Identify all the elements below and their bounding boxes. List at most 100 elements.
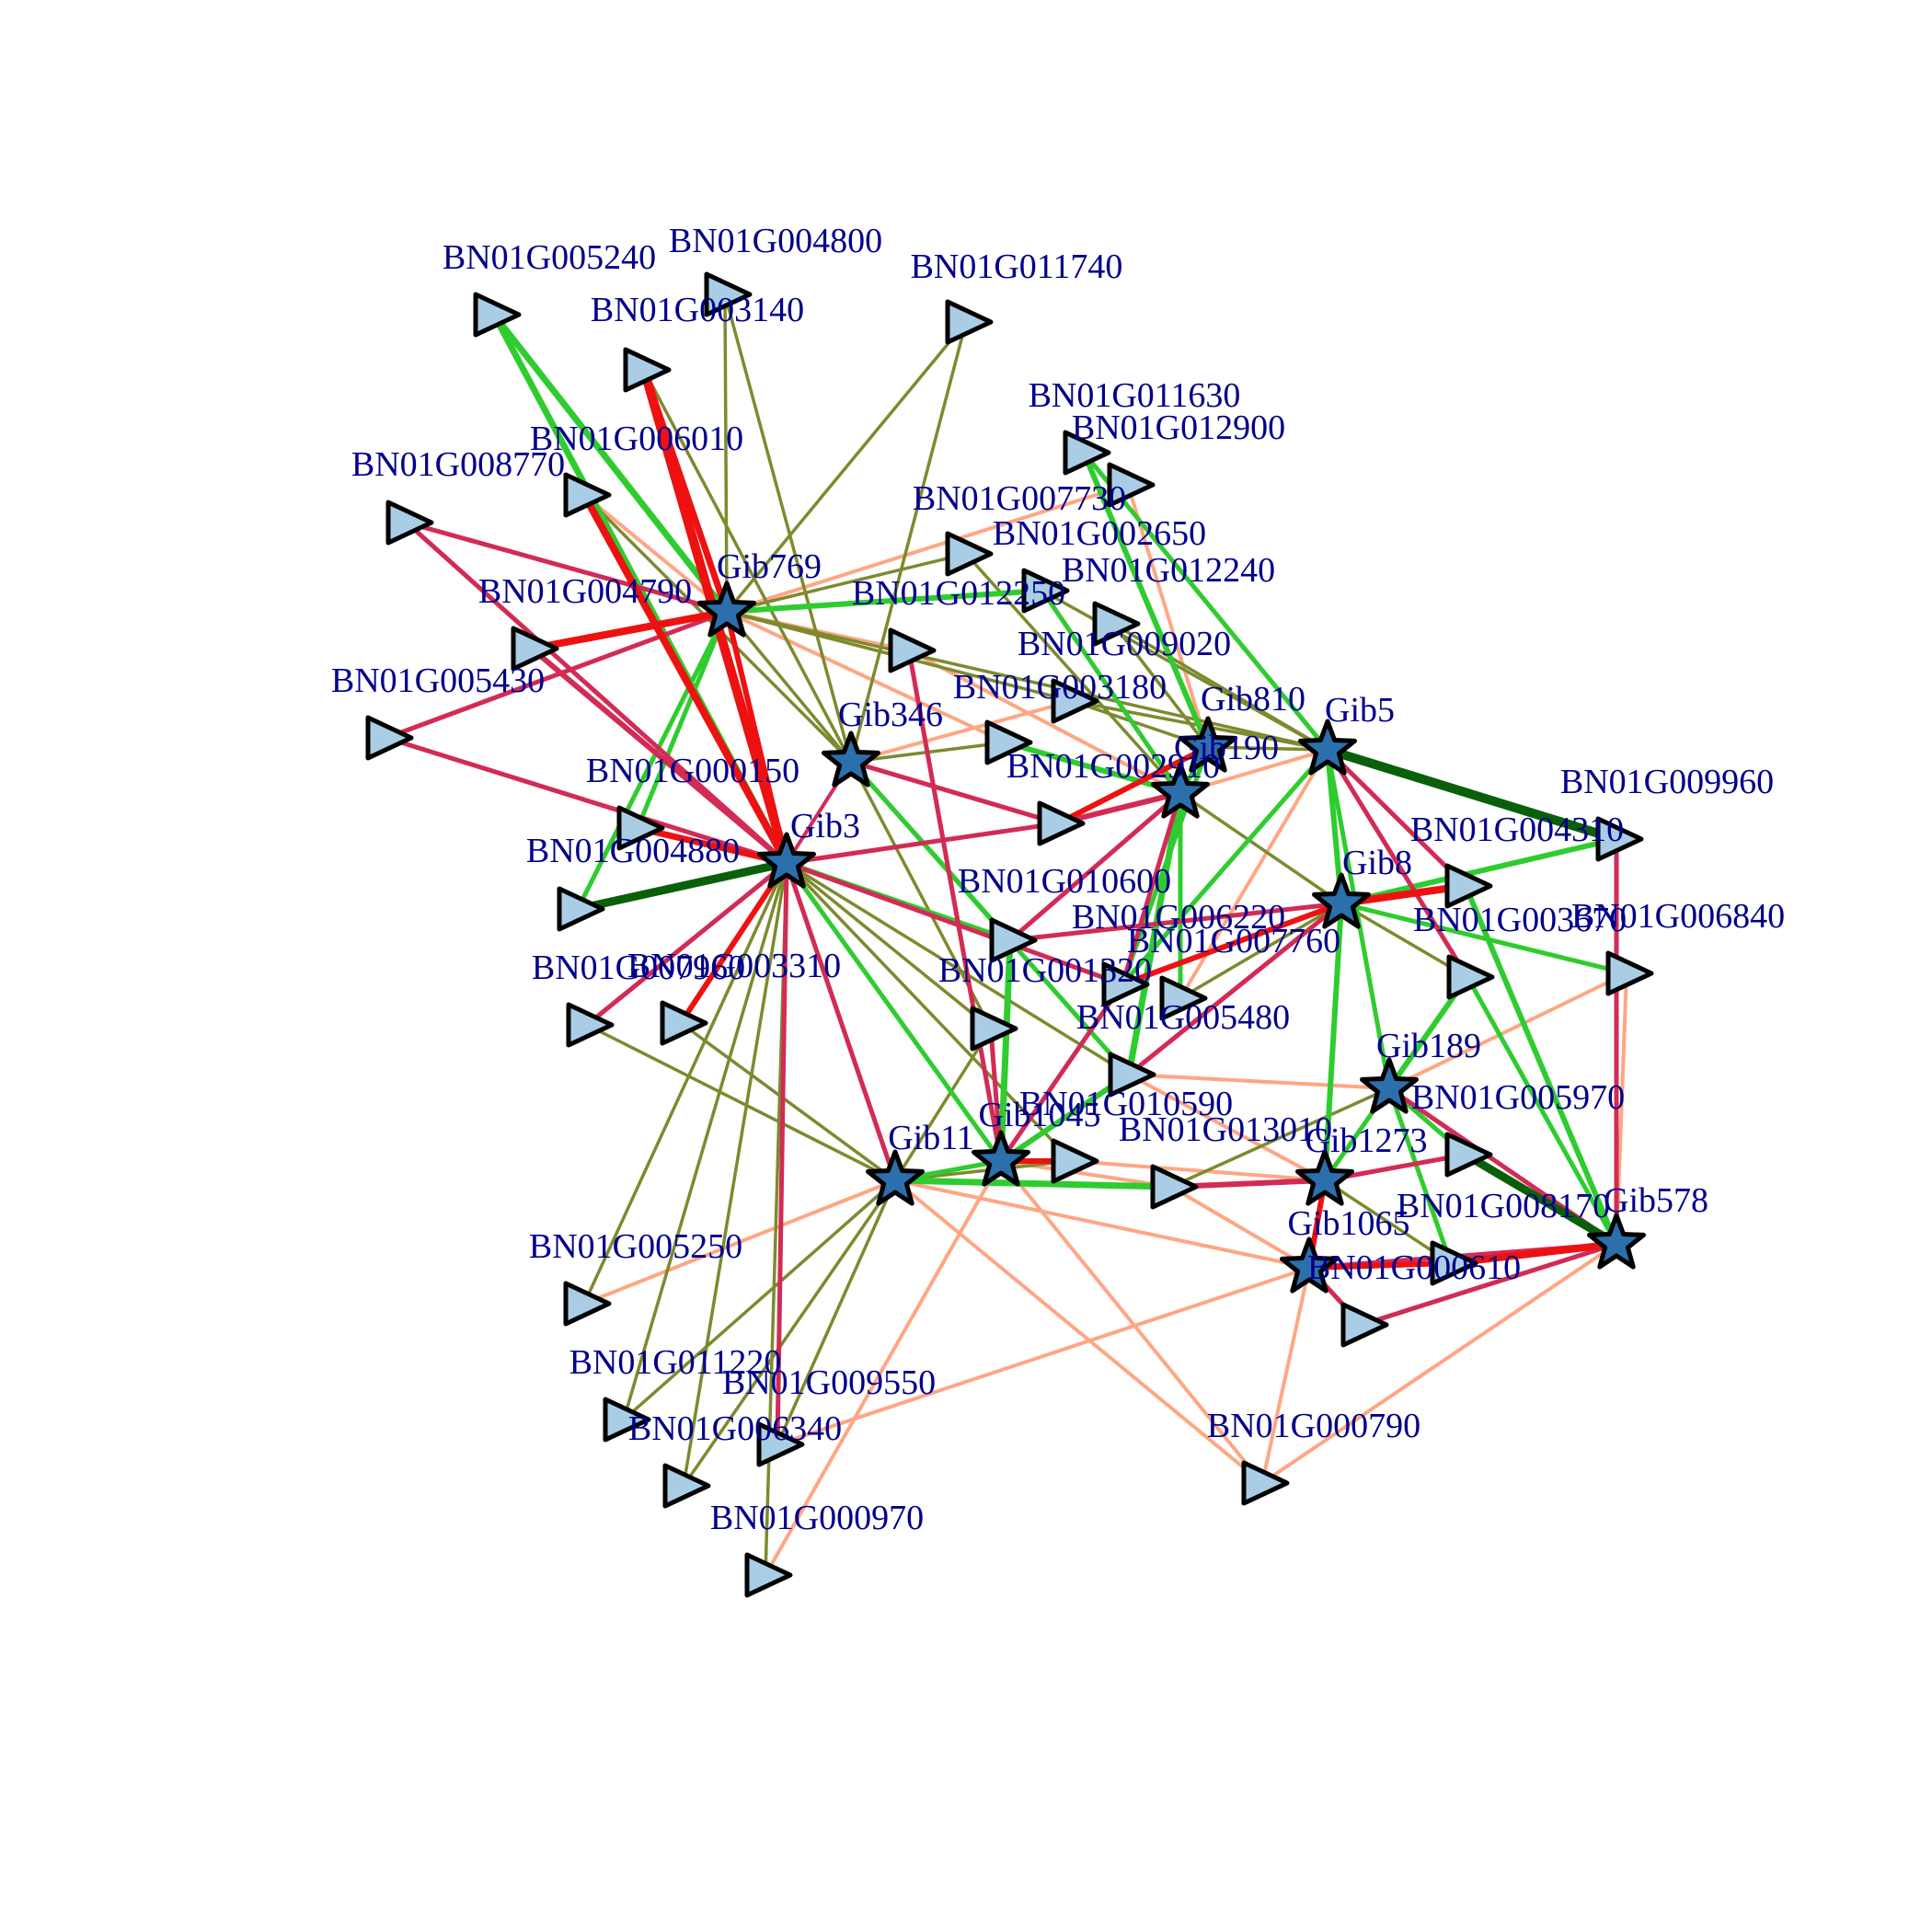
edge-BN01G005480-Gib346 bbox=[848, 759, 1132, 1077]
node-label-BN01G009550: BN01G009550 bbox=[722, 1363, 936, 1402]
edge-BN01G003310-Gib3 bbox=[678, 860, 789, 1026]
triangle-node-BN01G000610 bbox=[1340, 1302, 1389, 1348]
triangle-node-BN01G009960 bbox=[1595, 816, 1644, 862]
edge-BN01G002650-Gib190 bbox=[1040, 588, 1183, 796]
edge-BN01G006010-Gib769 bbox=[582, 493, 729, 614]
edge-BN01G005480-Gib1045 bbox=[998, 1072, 1132, 1164]
star-node-Gib3 bbox=[757, 832, 816, 889]
edge-BN01G006840-Gib189 bbox=[1387, 972, 1628, 1090]
edge-BN01G009960-Gib8 bbox=[1339, 836, 1619, 906]
edge-BN01G007960-Gib11 bbox=[585, 1023, 897, 1182]
star-node-Gib346 bbox=[822, 730, 880, 788]
edge-BN01G004880-Gib769 bbox=[575, 609, 730, 912]
triangle-node-BN01G006840 bbox=[1605, 950, 1654, 996]
node-label-BN01G003140: BN01G003140 bbox=[591, 291, 804, 329]
node-label-Gib190: Gib190 bbox=[1174, 729, 1279, 767]
node-label-BN01G000610: BN01G000610 bbox=[1307, 1248, 1521, 1287]
edge-BN01G011630-Gib5 bbox=[1081, 450, 1330, 753]
triangle-node-BN01G011740 bbox=[945, 299, 994, 345]
star-node-Gib8 bbox=[1312, 872, 1371, 929]
edge-BN01G006340-Gib11 bbox=[682, 1179, 897, 1488]
edge-BN01G001320-Gib3 bbox=[785, 861, 993, 1030]
node-label-BN01G003180: BN01G003180 bbox=[953, 668, 1167, 707]
node-label-BN01G011220: BN01G011220 bbox=[569, 1343, 782, 1382]
triangle-node-BN01G000790 bbox=[1241, 1460, 1290, 1506]
edge-BN01G005240-Gib769 bbox=[490, 311, 730, 615]
node-label-BN01G000150: BN01G000150 bbox=[586, 752, 799, 790]
edge-BN01G011630-Gib810 bbox=[1081, 450, 1211, 750]
triangle-node-BN01G008170 bbox=[1430, 1240, 1478, 1286]
triangle-node-BN01G003180 bbox=[984, 719, 1033, 765]
edge-BN01G011220-Gib11 bbox=[622, 1179, 897, 1421]
node-label-Gib769: Gib769 bbox=[717, 547, 822, 586]
node-label-BN01G006840: BN01G006840 bbox=[1571, 897, 1785, 936]
edge-BN01G006220-Gib1045 bbox=[998, 982, 1125, 1164]
triangle-node-BN01G002650 bbox=[1021, 568, 1070, 614]
node-label-BN01G003310: BN01G003310 bbox=[627, 947, 841, 985]
node-label-BN01G002650: BN01G002650 bbox=[993, 514, 1206, 553]
edge-BN01G003180-Gib769 bbox=[725, 610, 1007, 744]
node-label-Gib8: Gib8 bbox=[1342, 844, 1412, 882]
triangle-node-BN01G012240 bbox=[1092, 601, 1141, 647]
node-label-BN01G009960: BN01G009960 bbox=[1560, 763, 1774, 801]
triangle-node-BN01G009020 bbox=[1051, 678, 1099, 724]
node-label-BN01G005250: BN01G005250 bbox=[529, 1227, 742, 1266]
edge-BN01G008170-Gib189 bbox=[1386, 1086, 1454, 1266]
star-node-Gib190 bbox=[1151, 762, 1210, 819]
triangle-node-BN01G005240 bbox=[473, 292, 522, 338]
edge-Gib769-Gib346 bbox=[725, 610, 853, 764]
node-label-BN01G004310: BN01G004310 bbox=[1410, 811, 1624, 849]
edge-BN01G009550-Gib3 bbox=[775, 860, 789, 1447]
node-label-BN01G012900: BN01G012900 bbox=[1072, 408, 1285, 447]
edge-BN01G000150-Gib769 bbox=[635, 609, 730, 831]
edge-BN01G012240-Gib5 bbox=[1111, 622, 1329, 752]
edge-BN01G004800-Gib769 bbox=[723, 293, 729, 614]
triangle-node-BN01G013010 bbox=[1150, 1164, 1199, 1210]
edge-BN01G009960-Gib5 bbox=[1323, 745, 1621, 844]
node-label-BN01G010600: BN01G010600 bbox=[958, 862, 1171, 901]
edge-BN01G008170-Gib1065 bbox=[1306, 1260, 1454, 1271]
edge-BN01G002910-Gib3 bbox=[784, 821, 1061, 866]
edge-BN01G008770-Gib769 bbox=[404, 520, 730, 615]
star-node-Gib5 bbox=[1298, 719, 1357, 776]
edge-BN01G001320-Gib11 bbox=[893, 1027, 993, 1182]
edge-BN01G006340-Gib3 bbox=[682, 861, 788, 1488]
edge-BN01G005250-Gib11 bbox=[582, 1179, 897, 1305]
node-label-BN01G006010: BN01G006010 bbox=[530, 420, 743, 458]
edge-BN01G011740-Gib346 bbox=[849, 320, 968, 764]
edge-BN01G012900-Gib769 bbox=[725, 483, 1130, 614]
edge-BN01G003670-Gib5 bbox=[1325, 747, 1470, 980]
edge-BN01G000790-Gib1065 bbox=[1260, 1266, 1311, 1485]
edge-BN01G012240-Gib810 bbox=[1111, 622, 1210, 749]
edge-BN01G004790-Gib769 bbox=[528, 608, 730, 652]
edge-BN01G005250-Gib3 bbox=[582, 861, 788, 1305]
node-label-BN01G004800: BN01G004800 bbox=[669, 222, 882, 260]
star-node-Gib810 bbox=[1179, 716, 1237, 773]
node-label-Gib578: Gib578 bbox=[1604, 1181, 1708, 1220]
edge-BN01G004790-Gib3 bbox=[529, 646, 789, 866]
triangle-node-BN01G002910 bbox=[1037, 800, 1086, 846]
node-label-BN01G012250: BN01G012250 bbox=[852, 574, 1065, 613]
edge-BN01G006220-Gib190 bbox=[1120, 790, 1183, 987]
triangle-node-BN01G005250 bbox=[563, 1281, 612, 1327]
edge-BN01G006840-Gib8 bbox=[1339, 901, 1629, 976]
edge-BN01G000970-Gib1045 bbox=[764, 1159, 1003, 1577]
edge-BN01G008170-Gib1273 bbox=[1323, 1179, 1453, 1265]
edge-BN01G000790-Gib1045 bbox=[999, 1159, 1264, 1485]
triangle-node-BN01G000970 bbox=[744, 1552, 793, 1598]
edge-Gib769-Gib3 bbox=[724, 609, 789, 866]
edge-BN01G011220-Gib3 bbox=[622, 861, 788, 1421]
star-node-Gib769 bbox=[697, 581, 756, 638]
edge-BN01G005970-Gib578 bbox=[1461, 1150, 1621, 1248]
edge-BN01G013010-Gib1065 bbox=[1169, 1185, 1311, 1270]
triangle-node-BN01G012900 bbox=[1107, 462, 1156, 508]
edge-BN01G005430-Gib3 bbox=[384, 735, 789, 866]
node-label-BN01G012240: BN01G012240 bbox=[1062, 551, 1275, 590]
node-label-BN01G013010: BN01G013010 bbox=[1119, 1110, 1332, 1149]
edge-BN01G013010-Gib189 bbox=[1169, 1087, 1391, 1189]
node-label-BN01G004880: BN01G004880 bbox=[526, 832, 740, 870]
edge-BN01G012250-Gib190 bbox=[907, 649, 1182, 795]
node-label-BN01G010590: BN01G010590 bbox=[1019, 1085, 1233, 1123]
edge-BN01G012250-Gib1045 bbox=[906, 648, 1004, 1164]
